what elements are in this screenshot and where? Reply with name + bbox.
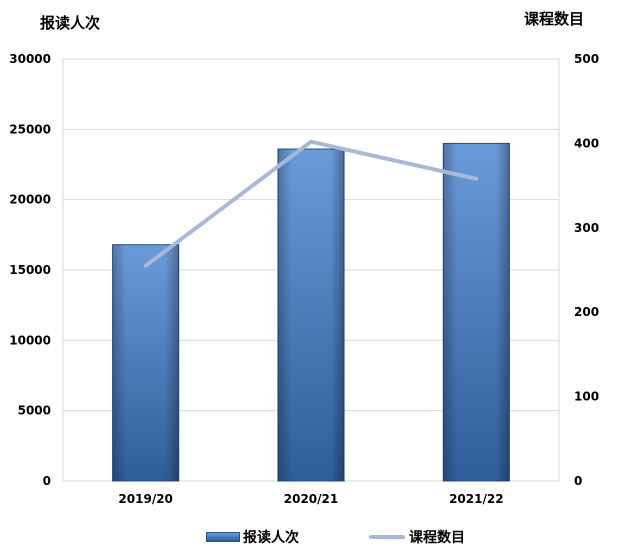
y2-tick-label: 100	[574, 390, 599, 404]
legend-item-bar: 报读人次	[206, 527, 299, 547]
y-axis-label-left: 报读人次	[40, 14, 101, 32]
y2-tick-label: 200	[574, 305, 599, 319]
bar-shading	[277, 149, 345, 481]
y-tick-label: 10000	[9, 333, 51, 347]
y-tick-label: 0	[43, 474, 51, 488]
y-tick-label: 5000	[18, 404, 51, 418]
y-tick-label: 20000	[9, 193, 51, 207]
bar-shading	[112, 244, 179, 481]
y2-tick-label: 0	[574, 474, 582, 488]
y2-tick-label: 300	[574, 221, 599, 235]
y-tick-label: 15000	[9, 263, 51, 277]
x-tick-label: 2021/22	[449, 492, 503, 506]
legend-line-label: 课程数目	[409, 530, 465, 546]
bar-shading	[443, 143, 510, 481]
y-axis-label-right: 课程数目	[524, 10, 585, 28]
y-tick-label: 30000	[9, 52, 51, 66]
legend-bar-swatch	[206, 532, 240, 542]
legend-item-line: 课程数目	[369, 527, 465, 547]
y2-tick-label: 500	[574, 52, 599, 66]
y-tick-label: 25000	[9, 122, 51, 136]
x-tick-label: 2019/20	[118, 492, 172, 506]
x-tick-label: 2020/21	[284, 492, 338, 506]
y2-tick-label: 400	[574, 136, 599, 150]
legend-bar-label: 报读人次	[243, 530, 299, 546]
legend-line-swatch	[369, 535, 405, 539]
